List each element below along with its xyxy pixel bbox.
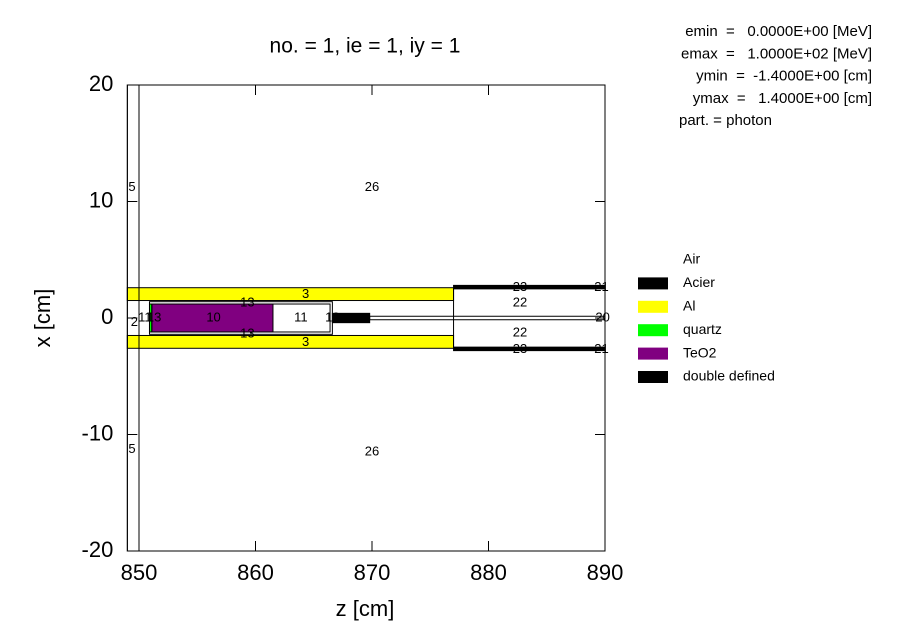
legend-swatch bbox=[638, 324, 668, 337]
material-region bbox=[126, 287, 455, 302]
y-tick-label: -20 bbox=[82, 537, 114, 562]
info-line: part. = photon bbox=[679, 112, 772, 129]
region-label: 13 bbox=[240, 294, 254, 309]
region-label: 23 bbox=[513, 279, 527, 294]
info-line: emax = 1.0000E+02 [MeV] bbox=[681, 45, 872, 62]
region-label: 20 bbox=[595, 309, 609, 324]
x-tick-label: 870 bbox=[354, 560, 391, 585]
region-label: 21 bbox=[594, 279, 608, 294]
x-tick-label: 860 bbox=[237, 560, 274, 585]
region-boundary bbox=[453, 287, 606, 349]
material-region bbox=[453, 346, 606, 352]
material-region bbox=[453, 284, 606, 290]
region-label: 5 bbox=[128, 179, 135, 194]
x-axis-label: z [cm] bbox=[336, 596, 395, 621]
legend-label: Al bbox=[683, 298, 695, 314]
chart-title: no. = 1, ie = 1, iy = 1 bbox=[270, 35, 461, 58]
legend-swatch bbox=[638, 300, 668, 313]
region-label: 5 bbox=[128, 441, 135, 456]
legend-swatch bbox=[638, 347, 668, 360]
y-axis-label: x [cm] bbox=[30, 289, 55, 348]
region-label: 21 bbox=[594, 341, 608, 356]
region-label: 13 bbox=[147, 309, 161, 324]
region-label: 2 bbox=[131, 314, 138, 329]
region-label: 22 bbox=[513, 294, 527, 309]
legend-label: Acier bbox=[683, 274, 715, 290]
region-boundary bbox=[151, 303, 331, 333]
legend-swatch bbox=[638, 371, 668, 383]
material-region bbox=[126, 334, 455, 349]
x-tick-label: 880 bbox=[470, 560, 507, 585]
y-tick-label: 0 bbox=[101, 304, 113, 329]
legend-label: quartz bbox=[683, 321, 722, 337]
region-label: 13 bbox=[325, 309, 339, 324]
legend-swatch bbox=[638, 277, 668, 290]
region-label: 10 bbox=[206, 309, 220, 324]
region-label: 23 bbox=[513, 341, 527, 356]
y-tick-label: -10 bbox=[82, 420, 114, 445]
legend-label: double defined bbox=[683, 368, 775, 384]
region-label: 26 bbox=[365, 179, 379, 194]
x-tick-label: 850 bbox=[121, 560, 158, 585]
y-tick-label: 20 bbox=[89, 71, 113, 96]
x-tick-label: 890 bbox=[587, 560, 624, 585]
info-line: emin = 0.0000E+00 [MeV] bbox=[685, 23, 872, 40]
region-label: 11 bbox=[294, 309, 308, 324]
region-label: 22 bbox=[513, 325, 527, 340]
region-label: 26 bbox=[365, 443, 379, 458]
region-label: 11 bbox=[138, 309, 152, 324]
legend-label: TeO2 bbox=[683, 344, 717, 360]
info-line: ymin = -1.4000E+00 [cm] bbox=[696, 68, 872, 85]
material-region bbox=[150, 303, 274, 333]
region-boundary bbox=[148, 301, 333, 335]
legend-label: Air bbox=[683, 251, 700, 267]
region-label: 3 bbox=[302, 286, 309, 301]
region-boundary bbox=[369, 315, 606, 321]
y-tick-label: 10 bbox=[89, 187, 113, 212]
region-label: 13 bbox=[240, 326, 254, 341]
info-line: ymax = 1.4000E+00 [cm] bbox=[693, 90, 872, 107]
region-label: 3 bbox=[302, 334, 309, 349]
